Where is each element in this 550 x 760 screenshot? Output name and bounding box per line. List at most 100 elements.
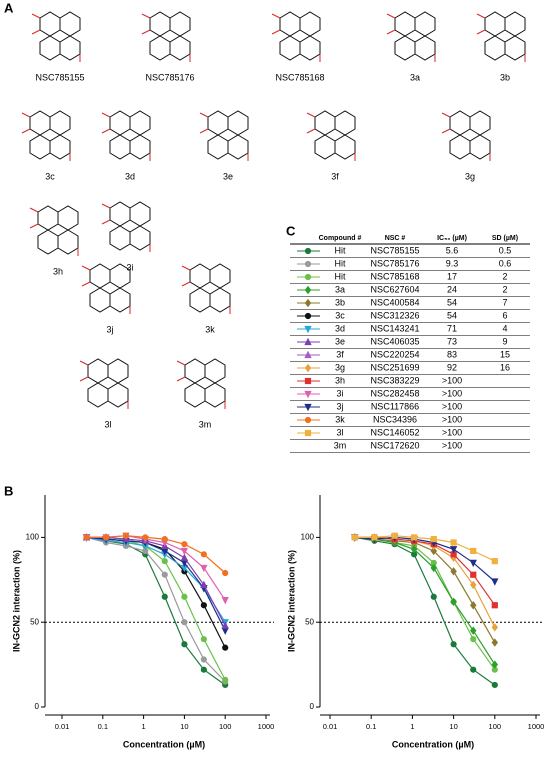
cell: NSC172620 (370, 440, 419, 450)
structure (102, 202, 150, 252)
cell: 6 (502, 310, 507, 320)
cell: 9 (502, 336, 507, 346)
series-line (86, 536, 226, 631)
series-line (86, 535, 226, 574)
marker (304, 247, 312, 255)
panel-label: A (4, 0, 14, 15)
x-tick-label: 100 (219, 722, 232, 731)
cell: 3g (335, 362, 345, 372)
column-header: NSC # (385, 235, 406, 242)
y-axis-label: IN-GCN2 interaction (%) (286, 550, 296, 652)
cell: 83 (447, 349, 457, 359)
column-header: SD (µM) (492, 235, 518, 242)
marker (304, 416, 312, 424)
marker (469, 559, 477, 568)
marker (450, 567, 457, 576)
series-line (86, 536, 226, 623)
marker (450, 539, 457, 546)
marker (142, 534, 149, 541)
marker (304, 350, 312, 359)
marker (304, 312, 312, 320)
cell: 3b (335, 297, 345, 307)
structure-label: NSC785155 (35, 72, 84, 82)
cell: 92 (447, 362, 457, 372)
cell: NSC34396 (373, 414, 417, 424)
structure (442, 111, 490, 161)
cell: Hit (335, 245, 346, 255)
cell: NSC406035 (370, 336, 419, 346)
structure-label: 3f (331, 171, 339, 181)
marker (161, 558, 168, 565)
cell: 3l (336, 427, 343, 437)
marker (161, 571, 168, 578)
marker (410, 545, 418, 554)
cell: 3m (334, 440, 347, 450)
structure-label: 3g (465, 171, 475, 181)
cell: NSC627604 (370, 284, 419, 294)
column-header: Compound # (319, 235, 362, 242)
x-tick-label: 1000 (528, 722, 545, 731)
marker (491, 558, 498, 565)
marker (470, 636, 477, 643)
marker (181, 593, 188, 600)
cell: 3c (335, 310, 345, 320)
cell: 24 (447, 284, 457, 294)
y-tick-label: 100 (301, 533, 315, 542)
cell: 3j (336, 401, 343, 411)
marker (470, 547, 477, 555)
cell: 3a (335, 284, 345, 294)
cell: >100 (442, 414, 462, 424)
structure (142, 12, 190, 62)
cell: 7 (502, 297, 507, 307)
cell: 71 (447, 323, 457, 333)
cell: 4 (502, 323, 507, 333)
marker (351, 534, 358, 541)
structure (30, 206, 78, 256)
marker (200, 551, 207, 558)
marker (161, 535, 168, 543)
structure-label: 3k (205, 324, 215, 334)
cell: NSC146052 (370, 427, 419, 437)
y-tick-label: 0 (35, 702, 40, 711)
cell: >100 (442, 375, 462, 385)
marker (222, 676, 229, 683)
marker (491, 681, 498, 689)
marker (450, 641, 457, 648)
marker (450, 597, 457, 607)
marker (470, 666, 477, 673)
series-line (86, 536, 226, 686)
structure-label: 3a (410, 72, 420, 82)
x-tick-label: 10 (180, 722, 188, 731)
marker (304, 337, 312, 346)
x-tick-label: 1 (142, 722, 146, 731)
cell: NSC785155 (370, 245, 419, 255)
marker (470, 601, 477, 610)
cell: >100 (442, 401, 462, 411)
panel-label: C (286, 223, 296, 238)
x-axis-label: Concentration (µM) (123, 739, 205, 749)
structure-label: 3m (199, 419, 212, 429)
x-tick-label: 0.01 (55, 722, 70, 731)
marker (304, 260, 312, 268)
marker (200, 580, 208, 588)
marker (411, 534, 418, 541)
marker (391, 532, 398, 539)
marker (491, 638, 499, 647)
marker (181, 641, 188, 648)
cell: 2 (502, 271, 507, 281)
cell: 0.6 (499, 258, 512, 268)
cell: 54 (447, 310, 457, 320)
marker (304, 363, 312, 373)
marker (180, 547, 189, 556)
x-tick-label: 0.1 (98, 722, 108, 731)
marker (430, 546, 437, 556)
series-line (354, 535, 496, 562)
structure-label: 3i (126, 262, 133, 272)
cell: 73 (447, 336, 457, 346)
structure (102, 111, 150, 161)
marker (304, 429, 312, 437)
marker (102, 534, 110, 541)
marker (200, 602, 207, 609)
marker (304, 273, 312, 281)
x-tick-label: 100 (489, 722, 502, 731)
